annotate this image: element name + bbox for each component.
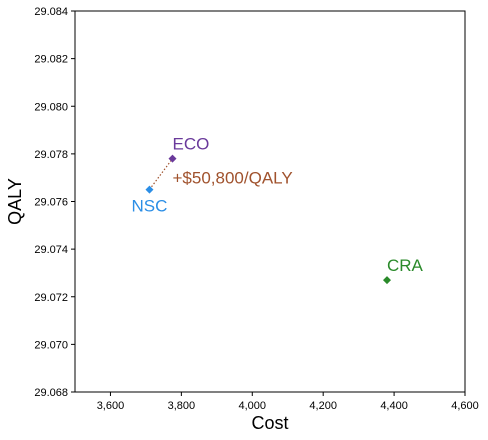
y-tick-label: 29.068 [34,387,68,399]
icer-connector-line [148,158,173,190]
y-tick-label: 29.070 [34,339,68,351]
y-tick-label: 29.082 [34,54,68,66]
x-tick-label: 4,600 [451,400,479,412]
data-point-cra [383,276,391,285]
y-axis-title: QALY [5,178,25,225]
point-label-eco: ECO [173,135,210,154]
y-tick-label: 29.072 [34,292,68,304]
connector-layer [148,158,173,190]
y-tick-label: 29.074 [34,244,68,256]
x-tick-label: 4,200 [309,400,337,412]
y-tick-label: 29.080 [34,101,68,113]
data-point-nsc [145,185,154,194]
point-label-cra: CRA [387,256,424,275]
y-tick-label: 29.078 [34,149,68,161]
x-tick-label: 4,000 [239,400,267,412]
x-axis-title: Cost [251,413,288,433]
y-axis-ticks: 29.068 29.070 29.072 29.074 29.076 29.078 29.0… [34,6,75,399]
x-tick-label: 3,800 [168,400,196,412]
x-tick-label: 3,600 [97,400,125,412]
y-tick-label: 29.084 [34,6,68,18]
data-point-eco [168,154,177,163]
point-label-nsc: NSC [131,197,167,216]
icer-annotation: +$50,800/QALY [173,169,293,188]
points-layer [145,154,391,285]
y-tick-label: 29.076 [34,197,68,209]
labels-layer: NSC ECO CRA +$50,800/QALY [131,135,423,275]
x-axis-ticks: 3,600 3,800 4,000 4,200 4,400 4,600 [97,392,479,412]
x-tick-label: 4,400 [380,400,408,412]
